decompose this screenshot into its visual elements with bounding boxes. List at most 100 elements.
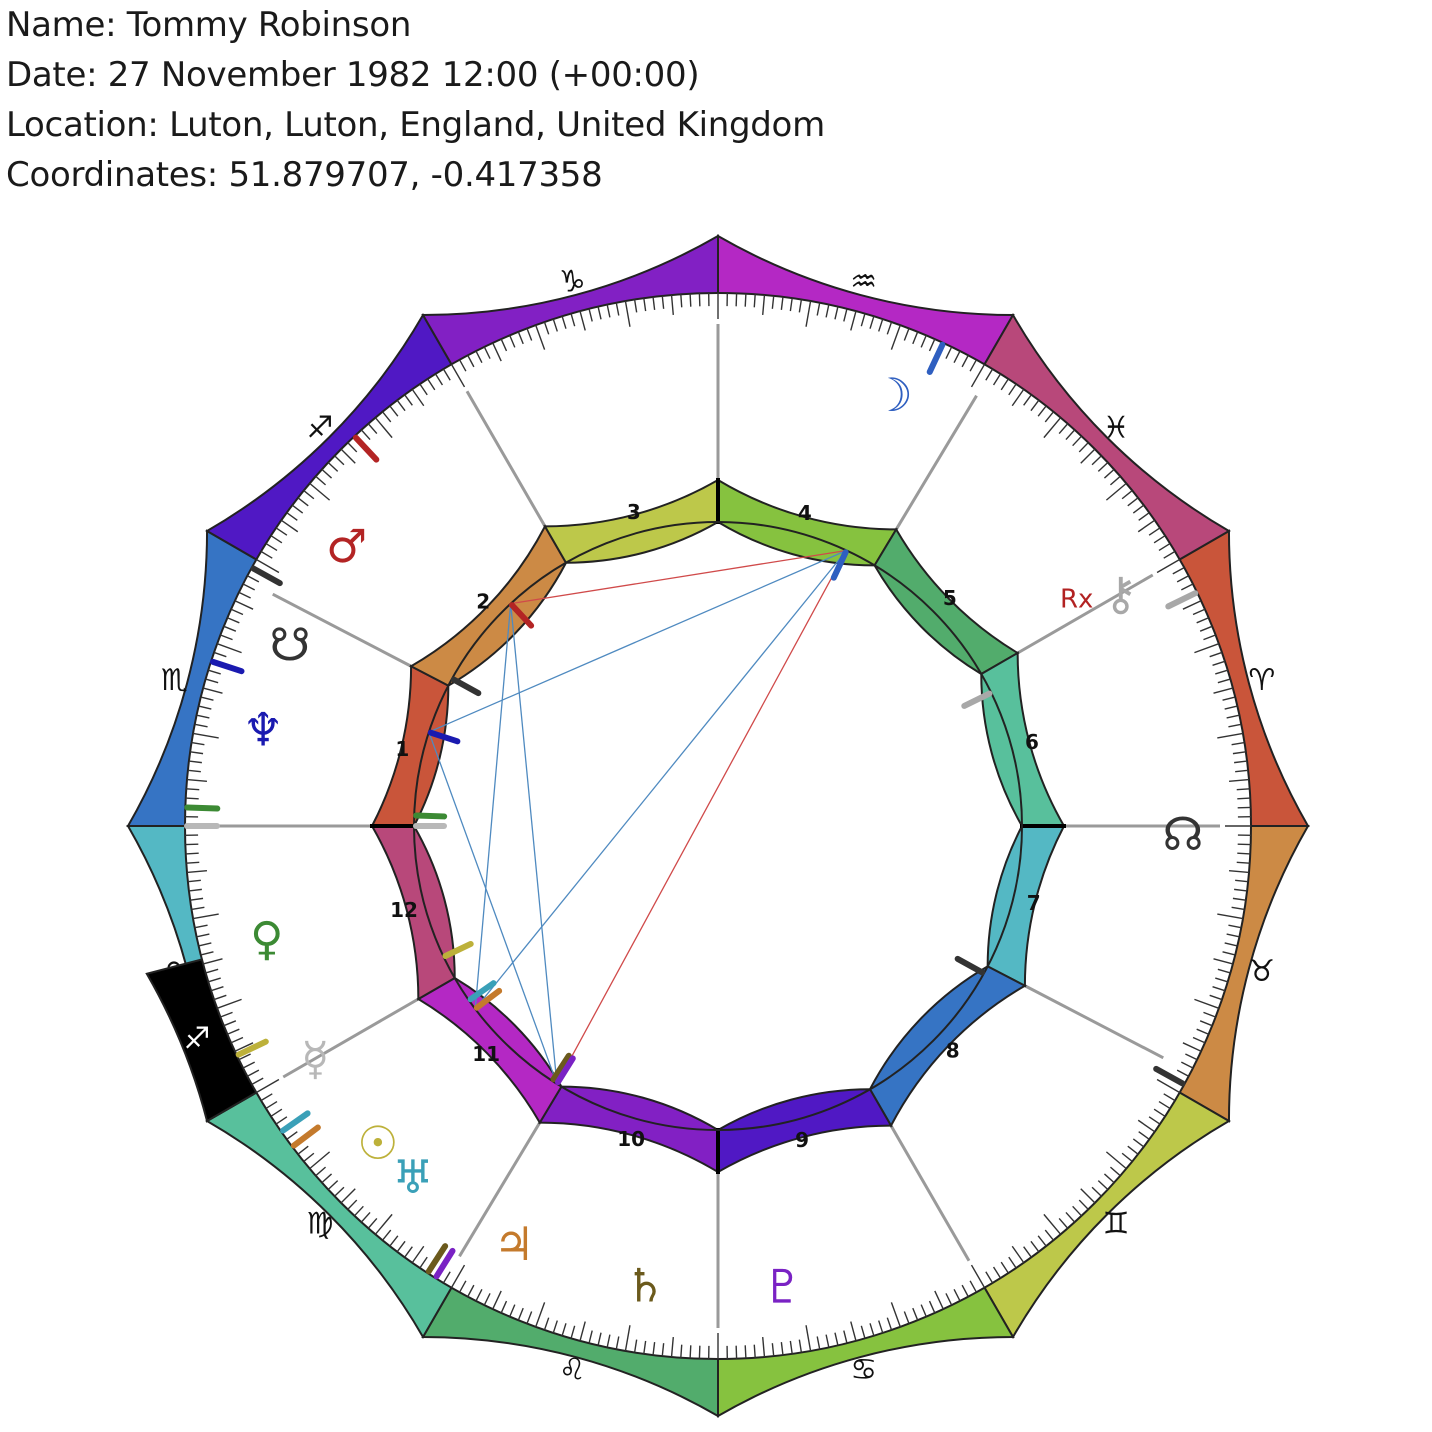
degree-tick [458, 359, 467, 372]
degree-tick [1196, 617, 1209, 624]
degree-tick [1192, 1036, 1206, 1044]
degree-tick [1176, 1069, 1189, 1077]
inner-marker-north-node [954, 955, 986, 976]
degree-tick [850, 310, 857, 331]
degree-tick [753, 1344, 756, 1358]
degree-tick [552, 1320, 558, 1334]
degree-tick [912, 331, 919, 345]
house-number-7: 7 [1027, 891, 1041, 915]
degree-tick [1153, 535, 1166, 544]
degree-tick [816, 1336, 821, 1350]
degree-tick [1182, 600, 1202, 610]
outer-marker-mars [352, 434, 380, 463]
degree-tick [661, 1343, 665, 1357]
degree-tick [771, 1343, 775, 1357]
degree-tick [1103, 468, 1115, 479]
degree-tick [321, 468, 333, 479]
degree-tick [1072, 1205, 1083, 1217]
degree-tick [543, 1317, 550, 1331]
degree-tick [442, 1271, 451, 1284]
degree-tick [878, 318, 884, 332]
degree-tick [1008, 1256, 1017, 1269]
degree-tick [1194, 643, 1220, 654]
outer-marker-chiron [1165, 590, 1199, 610]
degree-tick [1023, 394, 1032, 406]
degree-tick [570, 313, 576, 327]
degree-tick [389, 1235, 399, 1247]
degree-tick [190, 751, 204, 755]
degree-tick [265, 542, 278, 552]
degree-tick [509, 1304, 516, 1317]
degree-tick [427, 378, 436, 391]
aspect-lines [428, 549, 848, 1085]
degree-tick [1234, 888, 1248, 892]
degree-tick [680, 294, 683, 308]
degree-tick [552, 318, 558, 332]
degree-tick [1037, 405, 1047, 417]
degree-tick [1228, 778, 1250, 782]
degree-tick [1217, 968, 1231, 974]
degree-tick [816, 302, 821, 316]
pluto-icon: ♇ [762, 1259, 803, 1313]
degree-tick [1132, 504, 1145, 514]
degree-tick [334, 1186, 345, 1197]
degree-tick [1148, 1116, 1161, 1125]
sign-glyph-aries: ♈ [1248, 663, 1275, 698]
degree-tick [517, 331, 524, 345]
degree-tick [843, 308, 848, 322]
degree-tick [570, 1325, 576, 1339]
degree-tick [442, 368, 451, 381]
degree-tick [597, 306, 602, 320]
degree-tick [1078, 442, 1089, 453]
degree-tick [1044, 1229, 1054, 1241]
degree-tick [1097, 461, 1109, 472]
degree-tick [912, 1307, 919, 1321]
degree-tick [1105, 482, 1127, 501]
degree-tick [953, 1289, 961, 1302]
location-line: Location: Luton, Luton, England, United … [6, 105, 825, 145]
house-number-9: 9 [795, 1128, 809, 1152]
degree-tick [945, 1293, 953, 1306]
degree-tick [1121, 490, 1133, 500]
degree-tick [186, 778, 208, 782]
degree-tick [1209, 651, 1223, 658]
degree-tick [374, 1213, 393, 1235]
inner-marker-chiron [961, 690, 993, 709]
degree-tick [200, 951, 214, 956]
degree-tick [680, 1344, 683, 1358]
sign-glyph-capricorn: ♑ [559, 265, 586, 300]
degree-tick [411, 388, 425, 407]
degree-tick [869, 1323, 875, 1336]
degree-tick [928, 1300, 936, 1314]
degree-tick [216, 643, 242, 654]
degree-tick [396, 399, 406, 412]
house-cusp-line-6 [1016, 573, 1154, 655]
degree-tick [1137, 519, 1156, 533]
degree-tick [186, 861, 200, 864]
degree-tick [360, 429, 371, 441]
degree-tick [404, 394, 413, 406]
aspect-jupiter-mars [474, 603, 512, 1010]
degree-tick [251, 1077, 264, 1086]
degree-tick [843, 1330, 848, 1344]
inner-marker-saturn [550, 1052, 572, 1083]
degree-tick [1237, 797, 1251, 800]
degree-tick [223, 625, 237, 632]
degree-tick [1226, 933, 1240, 938]
outer-marker-uranus [280, 1110, 311, 1134]
degree-tick [223, 1020, 237, 1027]
degree-tick [1163, 550, 1176, 559]
venus-icon: ♀ [250, 911, 284, 965]
sign-glyph-aquarius: ♒ [850, 265, 877, 300]
degree-tick [1217, 732, 1244, 739]
aspect-neptune-moon [428, 549, 847, 733]
degree-tick [1213, 687, 1234, 694]
degree-tick [886, 321, 893, 335]
degree-tick [1065, 429, 1076, 441]
degree-tick [1137, 1119, 1156, 1133]
degree-tick [1011, 1245, 1025, 1264]
degree-tick [1228, 870, 1250, 874]
degree-tick [309, 482, 331, 501]
house-cusp-line-8 [1024, 984, 1164, 1060]
house-number-12: 12 [390, 898, 418, 922]
